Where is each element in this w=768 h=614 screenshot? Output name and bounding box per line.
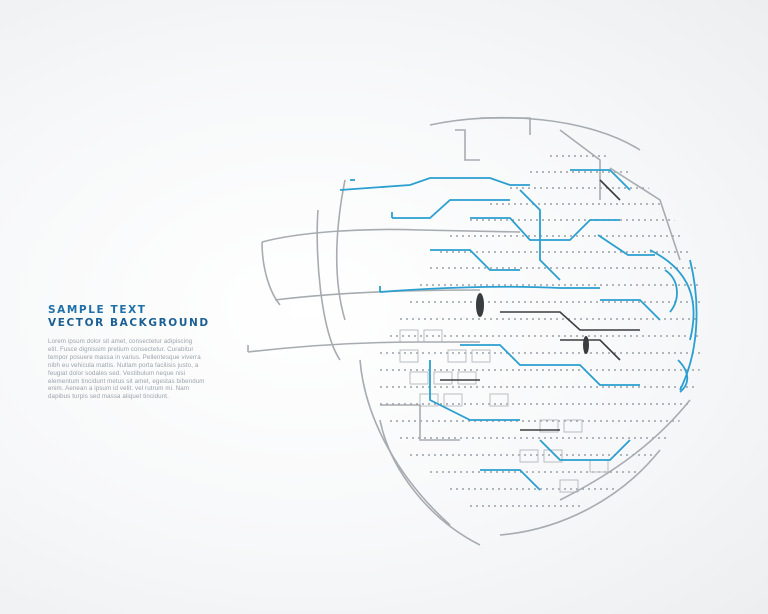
blue-circuit-lines	[339, 169, 698, 491]
text-block: SAMPLE TEXT VECTOR BACKGROUND Lorem ipsu…	[48, 304, 258, 401]
body-line: enim. Aenean a ipsum id velit. vel rutru…	[48, 385, 190, 393]
dark-circuit-lines	[440, 179, 640, 431]
gray-orbit-lines	[247, 116, 691, 546]
body-line: nibh eu vehicula mattis. Nullam porta fa…	[48, 361, 199, 369]
body-line: dapibus turpis sed massa aliquet tincidu…	[48, 393, 169, 401]
heading-line-1: SAMPLE TEXT	[48, 304, 147, 316]
body-paragraph: Lorem ipsum dolor sit amet, consectetur …	[48, 338, 258, 401]
heading-line-2: VECTOR BACKGROUND	[48, 317, 210, 329]
sphere-dash-texture	[380, 155, 700, 507]
body-line: Lorem ipsum dolor sit amet, consectetur …	[48, 338, 193, 345]
body-line: elementum tincidunt metus sit amet, eges…	[48, 377, 205, 385]
body-line: elit. Fusce dignissim pretium consectetu…	[48, 345, 194, 353]
body-line: tempor posuere massa in varius. Pellente…	[48, 353, 201, 361]
body-line: feugiat dolor sodales sed. Vestibulum ne…	[48, 369, 186, 377]
